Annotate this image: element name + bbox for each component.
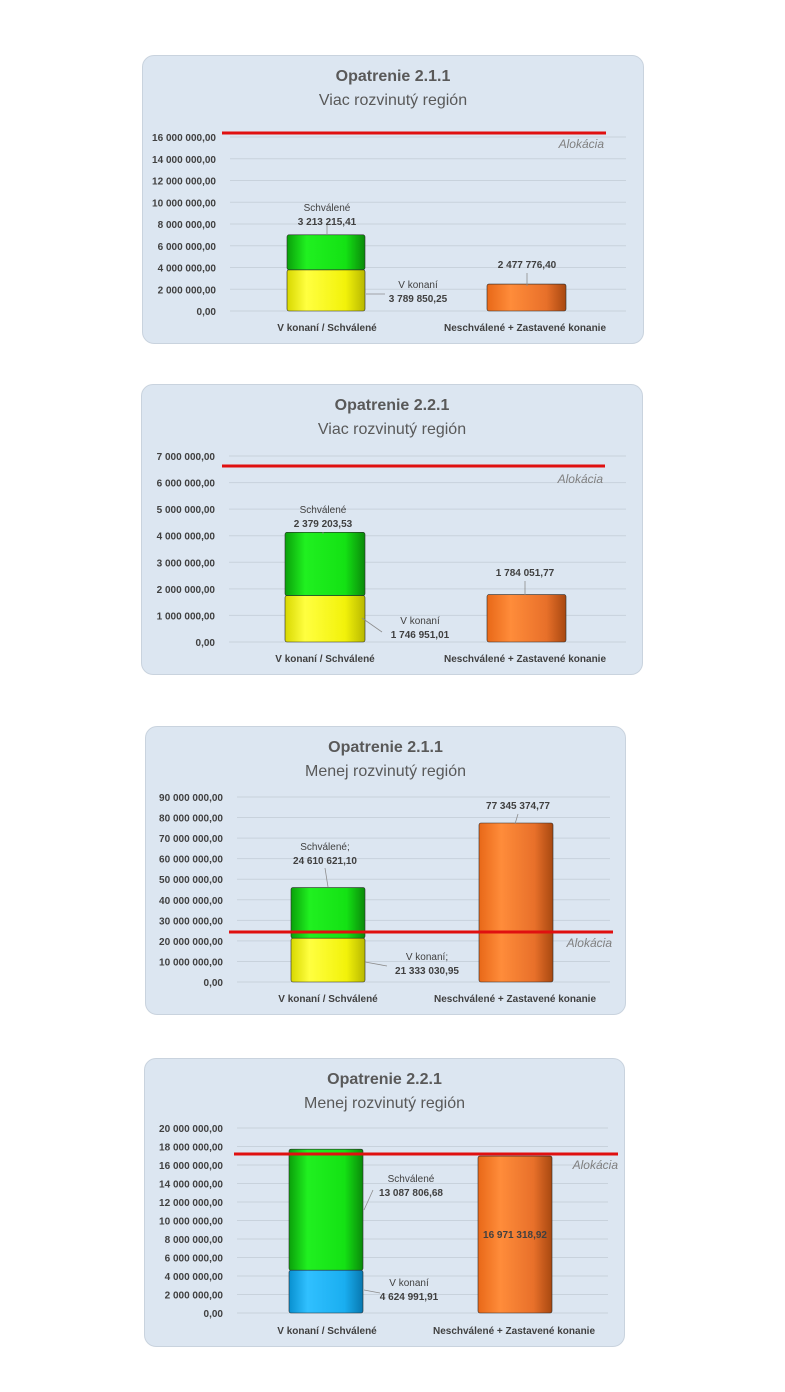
chart-title: Opatrenie 2.2.1: [334, 397, 450, 414]
y-tick-label: 20 000 000,00: [159, 937, 223, 948]
x-tick-label: V konaní / Schválené: [277, 1326, 377, 1337]
data-label-value: 21 333 030,95: [395, 966, 459, 977]
data-label-value: 16 971 318,92: [483, 1230, 547, 1241]
y-tick-label: 12 000 000,00: [159, 1198, 223, 1209]
data-label-name: Schválené: [388, 1174, 435, 1185]
y-tick-label: 6 000 000,00: [158, 242, 217, 253]
y-tick-label: 4 000 000,00: [157, 532, 216, 543]
allocation-label: Alokácia: [566, 936, 613, 950]
chart-subtitle: Menej rozvinutý región: [304, 1095, 465, 1112]
y-tick-label: 0,00: [197, 307, 217, 318]
y-tick-label: 2 000 000,00: [157, 585, 216, 596]
allocation-label: Alokácia: [557, 472, 604, 486]
bar-segment: [286, 269, 366, 312]
bar-segment: [288, 1148, 364, 1271]
data-label-value: 3 789 850,25: [389, 294, 448, 305]
chart-subtitle: Viac rozvinutý región: [317, 421, 467, 438]
y-tick-label: 16 000 000,00: [159, 1161, 223, 1172]
data-label-name: Schválené: [304, 203, 351, 214]
leader-line: [364, 961, 388, 967]
data-label-value: 2 477 776,40: [498, 260, 557, 271]
bar-segment: [290, 937, 366, 983]
y-tick-label: 40 000 000,00: [159, 896, 223, 907]
data-label-name: V konaní: [400, 616, 440, 627]
data-label-name: V konaní: [398, 280, 438, 291]
x-tick-label: V konaní / Schválené: [277, 323, 377, 334]
data-label-value: 1 746 951,01: [391, 630, 450, 641]
y-tick-label: 10 000 000,00: [159, 1217, 223, 1228]
bar-segment: [288, 1269, 364, 1314]
data-label-value: 24 610 621,10: [293, 856, 357, 867]
data-label-name: Schválené: [300, 505, 347, 516]
y-tick-label: 80 000 000,00: [159, 814, 223, 825]
data-label-name: Schválené;: [300, 842, 349, 853]
data-label-value: 77 345 374,77: [486, 801, 550, 812]
chart-title: Opatrenie 2.1.1: [335, 68, 451, 85]
leader-line: [363, 1289, 381, 1294]
x-tick-label: Neschválené + Zastavené konanie: [434, 994, 596, 1005]
data-label-value: 1 784 051,77: [496, 568, 555, 579]
y-tick-label: 2 000 000,00: [165, 1291, 224, 1302]
bar-segment: [284, 532, 366, 596]
y-tick-label: 6 000 000,00: [165, 1254, 224, 1265]
y-tick-label: 4 000 000,00: [158, 264, 217, 275]
chart-panel-1: Opatrenie 2.1.1 Viac rozvinutý región: [142, 55, 644, 344]
y-tick-label: 14 000 000,00: [152, 155, 216, 166]
y-tick-label: 3 000 000,00: [157, 558, 216, 569]
leader-line: [324, 867, 329, 888]
y-tick-label: 12 000 000,00: [152, 177, 216, 188]
y-tick-label: 50 000 000,00: [159, 875, 223, 886]
allocation-label: Alokácia: [572, 1158, 619, 1172]
x-tick-label: Neschválené + Zastavené konanie: [444, 323, 606, 334]
y-tick-label: 0,00: [204, 978, 224, 989]
x-tick-label: Neschválené + Zastavené konanie: [444, 654, 606, 665]
y-tick-label: 8 000 000,00: [165, 1235, 224, 1246]
chart-title: Opatrenie 2.1.1: [328, 739, 443, 756]
bar: [477, 1155, 553, 1314]
chart-subtitle: Viac rozvinutý región: [318, 92, 468, 109]
data-label-value: 13 087 806,68: [379, 1188, 443, 1199]
bar: [486, 283, 567, 312]
y-tick-label: 4 000 000,00: [165, 1272, 224, 1283]
y-tick-label: 7 000 000,00: [157, 452, 216, 463]
x-tick-label: Neschválené + Zastavené konanie: [433, 1326, 595, 1337]
data-label-value: 3 213 215,41: [298, 217, 357, 228]
data-label-value: 2 379 203,53: [294, 519, 353, 530]
y-tick-label: 2 000 000,00: [158, 285, 217, 296]
y-tick-label: 30 000 000,00: [159, 916, 223, 927]
y-tick-label: 10 000 000,00: [159, 957, 223, 968]
chart-title: Opatrenie 2.2.1: [327, 1071, 442, 1088]
chart-subtitle: Menej rozvinutý región: [305, 763, 466, 780]
y-tick-label: 10 000 000,00: [152, 198, 216, 209]
y-tick-label: 70 000 000,00: [159, 834, 223, 845]
y-tick-label: 16 000 000,00: [152, 133, 216, 144]
y-tick-label: 1 000 000,00: [157, 611, 216, 622]
y-tick-label: 5 000 000,00: [157, 505, 216, 516]
y-tick-label: 0,00: [204, 1309, 224, 1320]
bar-segment: [290, 887, 366, 939]
y-tick-label: 18 000 000,00: [159, 1143, 223, 1154]
bar: [478, 822, 554, 983]
leader-line: [363, 1189, 374, 1211]
bar: [486, 594, 567, 643]
y-tick-label: 0,00: [196, 638, 216, 649]
y-tick-label: 14 000 000,00: [159, 1180, 223, 1191]
bar-segment: [284, 595, 366, 643]
data-label-name: V konaní;: [406, 952, 448, 963]
x-tick-label: V konaní / Schválené: [275, 654, 375, 665]
data-label-name: V konaní: [389, 1278, 429, 1289]
leader-line: [361, 617, 383, 633]
y-tick-label: 6 000 000,00: [157, 479, 216, 490]
bar-segment: [286, 234, 366, 271]
y-tick-label: 8 000 000,00: [158, 220, 217, 231]
y-tick-label: 90 000 000,00: [159, 793, 223, 804]
leader-line: [514, 813, 519, 825]
data-label-value: 4 624 991,91: [380, 1292, 439, 1303]
y-tick-label: 20 000 000,00: [159, 1124, 223, 1135]
chart-panel-2: Opatrenie 2.2.1 Viac rozvinutý región: [141, 384, 643, 675]
y-tick-label: 60 000 000,00: [159, 855, 223, 866]
x-tick-label: V konaní / Schválené: [278, 994, 378, 1005]
allocation-label: Alokácia: [558, 137, 605, 151]
